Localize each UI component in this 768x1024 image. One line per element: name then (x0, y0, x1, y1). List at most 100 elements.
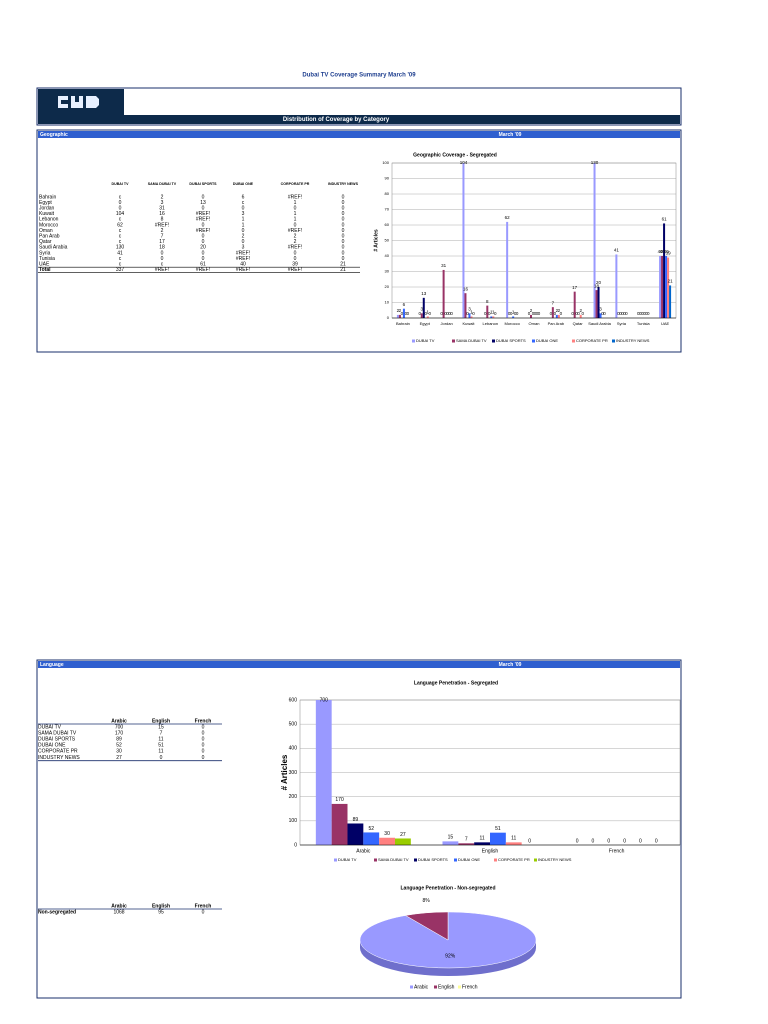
data-label: 0 (450, 311, 453, 316)
bar (490, 832, 506, 845)
data-label: 31 (441, 263, 447, 268)
cell: 1 (294, 211, 297, 217)
column-header: French (195, 903, 212, 909)
cell: 0 (202, 206, 205, 212)
cell: 1 (294, 217, 297, 223)
lang-box (36, 659, 682, 999)
section-bar (38, 661, 680, 668)
data-label: 0 (592, 838, 595, 844)
cell: 0 (161, 250, 164, 256)
legend-label: INDUSTRY NEWS (616, 338, 650, 343)
row-label: Lebanon (39, 217, 59, 223)
y-tick-label: 80 (385, 191, 390, 196)
legend-swatch (494, 858, 497, 862)
row-label: UAE (39, 262, 50, 268)
y-tick-label: 100 (382, 160, 389, 165)
data-label: 0 (603, 311, 606, 316)
cell: #REF! (196, 211, 210, 217)
x-tick-label: Syria (617, 321, 627, 326)
bar (665, 256, 668, 318)
column-header: DUBAI ONE (233, 182, 254, 186)
x-tick-label: English (482, 848, 499, 854)
cell: 30 (116, 749, 122, 755)
data-label: 0 (484, 311, 487, 316)
legend-swatch (374, 858, 377, 862)
cell: 15 (158, 724, 164, 730)
bar (468, 313, 471, 318)
data-label: 0 (581, 311, 584, 316)
data-label: 2 (579, 308, 582, 313)
geo-box (36, 129, 682, 353)
x-tick-label: French (609, 848, 625, 854)
cell: 170 (115, 730, 124, 736)
cell: 21 (340, 267, 346, 273)
data-label: 15 (448, 835, 454, 841)
y-tick-label: 90 (385, 176, 390, 181)
cell: 3 (242, 245, 245, 251)
y-tick-label: 50 (385, 238, 390, 243)
cell: #REF! (196, 228, 210, 234)
column-header: SAMA DUBAI TV (148, 182, 177, 186)
legend-swatch (572, 339, 575, 343)
cell: 17 (159, 239, 165, 245)
y-tick-label: 20 (385, 284, 390, 289)
cell: 40 (240, 262, 246, 268)
cell: 0 (242, 206, 245, 212)
bar (595, 290, 598, 318)
bar (615, 254, 618, 318)
data-label: 0 (536, 311, 539, 316)
data-label: 0 (623, 838, 626, 844)
data-label: 0 (466, 311, 469, 316)
legend-swatch (612, 339, 615, 343)
y-tick-label: 300 (289, 770, 298, 776)
data-label: 0 (643, 311, 646, 316)
column-header: CORPORATE PR (281, 182, 310, 186)
row-label: Oman (39, 228, 53, 234)
data-label: 1 (512, 310, 515, 315)
cell: #REF! (236, 250, 250, 256)
legend-label: French (462, 984, 478, 990)
row-label: Syria (39, 250, 51, 256)
data-label: 27 (400, 832, 406, 838)
y-axis-label: # Articles (280, 754, 289, 790)
data-label: 0 (425, 311, 428, 316)
legend-swatch (532, 339, 535, 343)
cell: 62 (117, 222, 123, 228)
legend-label: DUBAI TV (338, 857, 357, 862)
cell: 0 (294, 250, 297, 256)
cell: c (242, 200, 245, 206)
cell: 0 (202, 194, 205, 200)
cell: c (161, 262, 164, 268)
data-label: 0 (617, 311, 620, 316)
cell: 1 (242, 217, 245, 223)
cell: 11 (158, 749, 163, 755)
y-tick-label: 70 (385, 207, 390, 212)
cell: 7 (161, 234, 164, 240)
row-label: Morocco (39, 222, 58, 228)
data-label: 8 (486, 299, 489, 304)
legend-swatch (458, 985, 461, 989)
row-label: Non-segregated (38, 909, 76, 915)
legend-label: Arabic (414, 984, 429, 990)
cell: 0 (342, 234, 345, 240)
legend-label: DUBAI TV (416, 338, 435, 343)
bar (557, 314, 560, 318)
cell: 0 (202, 749, 205, 755)
legend-label: CORPORATE PR (498, 857, 530, 862)
data-label: 0 (655, 838, 658, 844)
cell: 6 (242, 194, 245, 200)
bar (462, 163, 465, 318)
bar (363, 832, 380, 845)
row-label: CORPORATE PR (38, 749, 78, 755)
row-label: DUBAI TV (38, 724, 62, 730)
row-label: Qatar (39, 239, 52, 245)
x-tick-label: UAE (661, 321, 670, 326)
row-label: DUBAI SPORTS (38, 737, 76, 743)
legend-swatch (452, 339, 455, 343)
legend-label: SAMA DUBAI TV (456, 338, 487, 343)
cell: 8 (161, 217, 164, 223)
bar (661, 256, 664, 318)
bar (579, 314, 582, 318)
x-tick-label: Oman (529, 321, 540, 326)
data-label: 0 (639, 311, 642, 316)
